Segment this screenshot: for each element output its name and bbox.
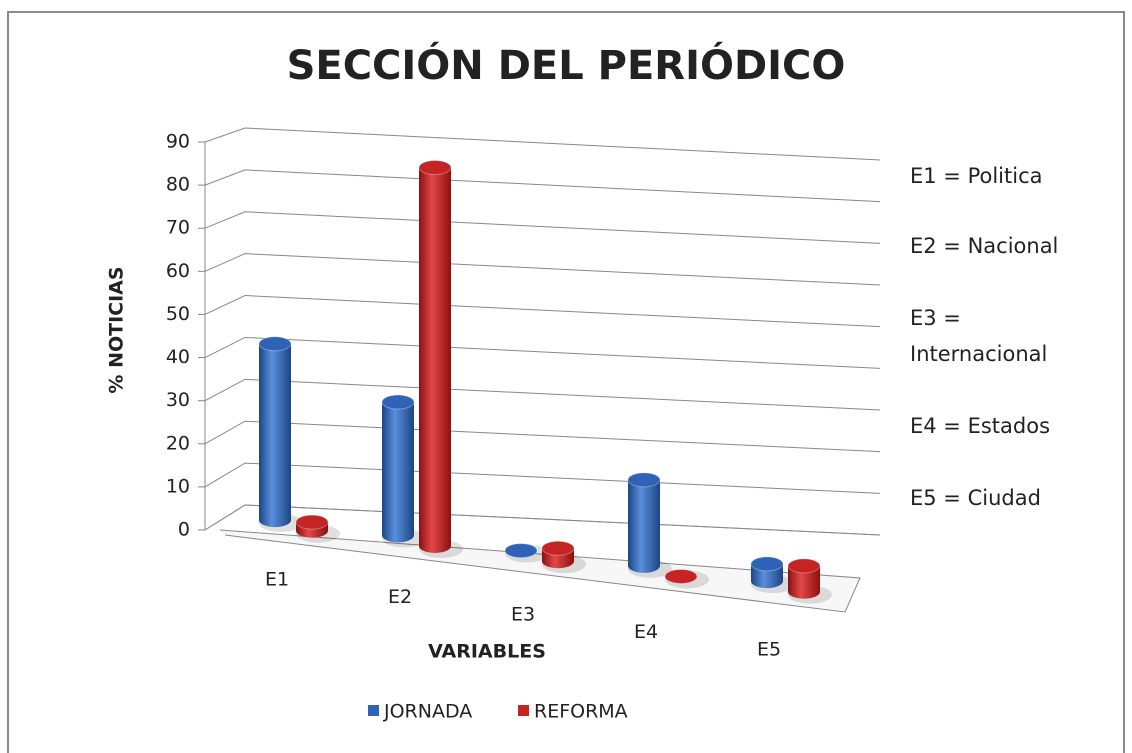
legend-swatch — [368, 705, 379, 716]
legend-swatch — [518, 705, 529, 716]
annotation: E2 = Nacional — [910, 234, 1059, 258]
chart-title: SECCIÓN DEL PERIÓDICO — [287, 41, 846, 89]
cylinder-top — [381, 394, 415, 410]
y-tick-label: 50 — [166, 303, 190, 325]
bar — [419, 167, 451, 553]
grid-line — [204, 336, 881, 369]
cylinder-top — [627, 472, 661, 488]
y-tick-label: 80 — [166, 174, 190, 196]
grid-line — [204, 169, 881, 203]
grid-line — [204, 504, 881, 536]
floor — [219, 529, 861, 613]
x-tick-label: E1 — [265, 569, 289, 591]
cylinder-top — [418, 160, 452, 176]
cylinder — [504, 543, 549, 563]
frame — [7, 11, 1125, 753]
y-tick-label: 20 — [166, 432, 190, 454]
grid-line — [204, 378, 881, 411]
legend-label: JORNADA — [383, 701, 472, 723]
y-tick-label: 10 — [166, 475, 190, 497]
x-tick-label: E2 — [388, 586, 412, 608]
cylinder — [418, 160, 463, 558]
cylinder-top — [258, 336, 292, 352]
y-tick-label: 40 — [166, 346, 190, 368]
x-tick-label: E3 — [511, 604, 535, 626]
legend-label: REFORMA — [534, 701, 628, 723]
bar — [259, 343, 291, 528]
cylinder — [627, 472, 672, 578]
x-axis-title: VARIABLES — [428, 641, 546, 663]
y-tick-label: 90 — [166, 131, 190, 153]
grid-line — [204, 295, 881, 328]
y-tick-label: 0 — [178, 519, 190, 541]
cylinder-top — [541, 540, 575, 556]
bar — [628, 479, 660, 573]
annotation: E5 = Ciudad — [910, 486, 1041, 510]
cylinder — [664, 568, 709, 589]
grid-line — [204, 211, 881, 244]
cylinder-top — [750, 556, 784, 572]
cylinder-top — [787, 558, 821, 574]
cylinder — [787, 558, 832, 604]
cylinder-top — [295, 514, 329, 530]
grid-line — [204, 420, 881, 453]
x-tick-label: E4 — [634, 621, 658, 643]
bar — [788, 565, 820, 599]
cylinder-top — [664, 568, 698, 584]
cylinder — [541, 540, 586, 574]
cylinder — [381, 394, 426, 548]
y-tick-label: 60 — [166, 260, 190, 282]
y-tick-label: 30 — [166, 389, 190, 411]
grid-line — [204, 253, 881, 286]
grid-line — [204, 127, 881, 161]
y-axis-title: % NOTICIAS — [106, 266, 128, 393]
cylinder — [258, 336, 303, 533]
cylinder — [295, 514, 340, 543]
annotation: E1 = Politica — [910, 164, 1043, 188]
x-tick-label: E5 — [757, 639, 781, 661]
bar — [382, 402, 414, 543]
annotation: E4 = Estados — [910, 414, 1051, 438]
cylinder-top — [504, 543, 538, 559]
cylinder — [750, 556, 795, 594]
y-tick-label: 70 — [166, 217, 190, 239]
grid-line — [204, 462, 881, 494]
annotation: E3 = Internacional — [910, 306, 1048, 366]
